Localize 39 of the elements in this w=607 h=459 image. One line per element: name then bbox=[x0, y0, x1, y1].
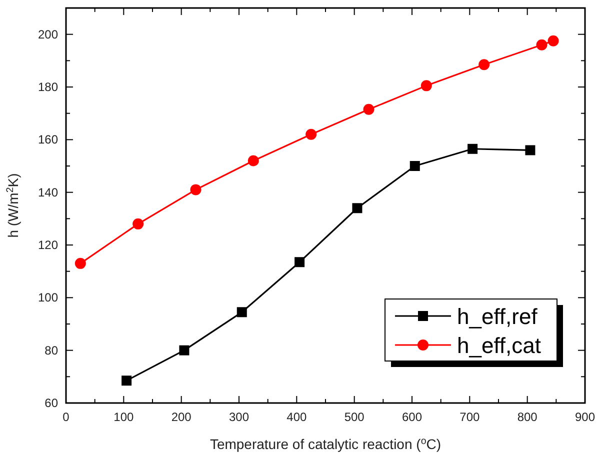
point bbox=[190, 184, 202, 196]
point bbox=[420, 80, 432, 92]
point bbox=[478, 59, 490, 70]
x-tick-label: 900 bbox=[574, 410, 596, 424]
y-tick-label: 120 bbox=[38, 238, 58, 252]
x-tick-label: 0 bbox=[62, 410, 70, 424]
point bbox=[179, 345, 190, 356]
point bbox=[248, 155, 259, 166]
x-tick-label: 800 bbox=[517, 410, 538, 424]
y-tick-label: 100 bbox=[38, 290, 58, 305]
point bbox=[363, 104, 374, 115]
x-tick-label: 600 bbox=[402, 410, 422, 424]
y-tick-label: 160 bbox=[38, 132, 58, 147]
y-tick-label: 80 bbox=[44, 343, 58, 358]
point bbox=[132, 218, 144, 230]
point bbox=[468, 144, 478, 154]
point bbox=[306, 128, 317, 140]
y-tick-label: 180 bbox=[38, 80, 58, 94]
y-tick-label: 200 bbox=[38, 27, 58, 42]
point bbox=[410, 161, 420, 171]
point bbox=[525, 145, 536, 156]
point bbox=[236, 307, 247, 318]
point bbox=[122, 376, 132, 386]
x-tick-label: 400 bbox=[286, 410, 307, 424]
y-tick-label: 60 bbox=[44, 396, 58, 410]
x-axis-title: Temperature of catalytic reaction ($^{o}$C) bbox=[210, 436, 442, 452]
x-tick-label: 100 bbox=[114, 410, 134, 424]
point bbox=[548, 35, 559, 46]
point bbox=[294, 257, 305, 268]
y-tick-label: 140 bbox=[38, 185, 58, 200]
point bbox=[74, 258, 86, 269]
x-tick-label: 200 bbox=[171, 410, 192, 424]
x-tick-label: 300 bbox=[228, 410, 250, 424]
point bbox=[352, 203, 362, 214]
x-tick-label: 700 bbox=[460, 410, 480, 424]
legend-label: h_eff,ref bbox=[457, 304, 538, 329]
x-tick-label: 500 bbox=[344, 410, 365, 424]
legend-label: h_eff,cat bbox=[457, 333, 541, 358]
point bbox=[536, 39, 548, 50]
